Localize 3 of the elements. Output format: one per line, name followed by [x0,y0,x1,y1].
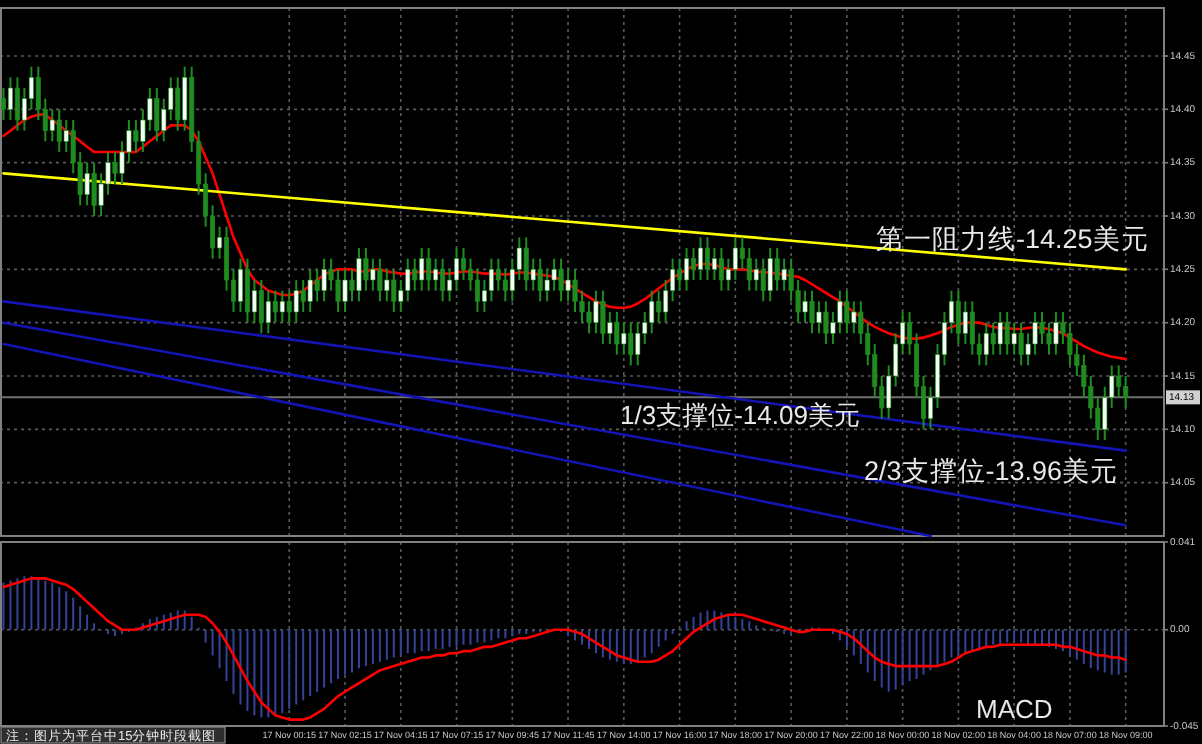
annotation: 第一阻力线-14.25美元 [876,224,1149,254]
annotation: 2/3支撑位-13.96美元 [864,456,1119,486]
annotation: MACD [976,694,1053,724]
